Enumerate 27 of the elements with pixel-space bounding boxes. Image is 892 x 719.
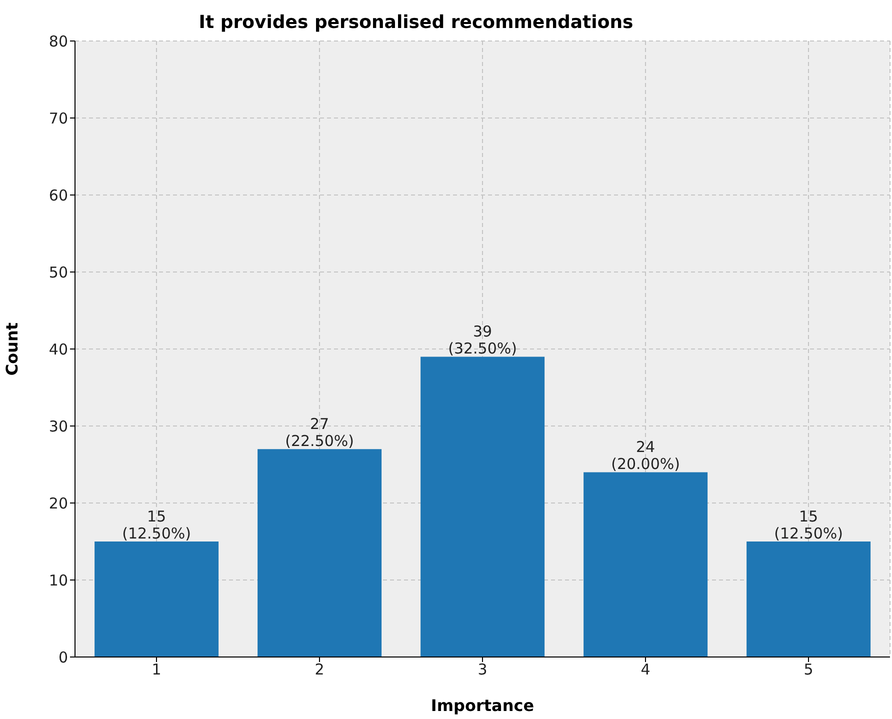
y-tick-label: 40 <box>48 340 68 358</box>
data-label: 24 (20.00%) <box>611 438 680 474</box>
bar <box>746 542 871 657</box>
x-tick-label: 3 <box>478 660 488 679</box>
y-axis-title: Count <box>2 322 22 376</box>
data-label: 15 (12.50%) <box>774 508 844 542</box>
x-tick-label: 5 <box>804 660 814 679</box>
y-tick-label: 0 <box>58 648 68 666</box>
bar <box>420 356 545 657</box>
x-tick-label: 4 <box>640 660 650 679</box>
bar <box>258 449 382 657</box>
y-tick-label: 80 <box>48 32 68 50</box>
y-tick-label: 70 <box>48 109 68 128</box>
y-tick-label: 60 <box>48 186 68 204</box>
y-tick-label: 20 <box>48 494 68 512</box>
data-label: 27 (22.50%) <box>285 415 354 450</box>
data-label: 15 (12.50%) <box>122 508 192 542</box>
y-tick-label: 30 <box>48 417 68 436</box>
bar <box>584 472 708 657</box>
chart-title: It provides personalised recommendations <box>198 12 634 33</box>
x-tick-label: 2 <box>314 660 324 679</box>
bar <box>94 542 219 657</box>
y-tick-label: 50 <box>48 263 68 282</box>
y-tick-label: 10 <box>48 571 68 590</box>
x-tick-label: 1 <box>152 660 162 679</box>
x-axis-title: Importance <box>430 696 534 715</box>
data-label: 39 (32.50%) <box>448 322 518 358</box>
